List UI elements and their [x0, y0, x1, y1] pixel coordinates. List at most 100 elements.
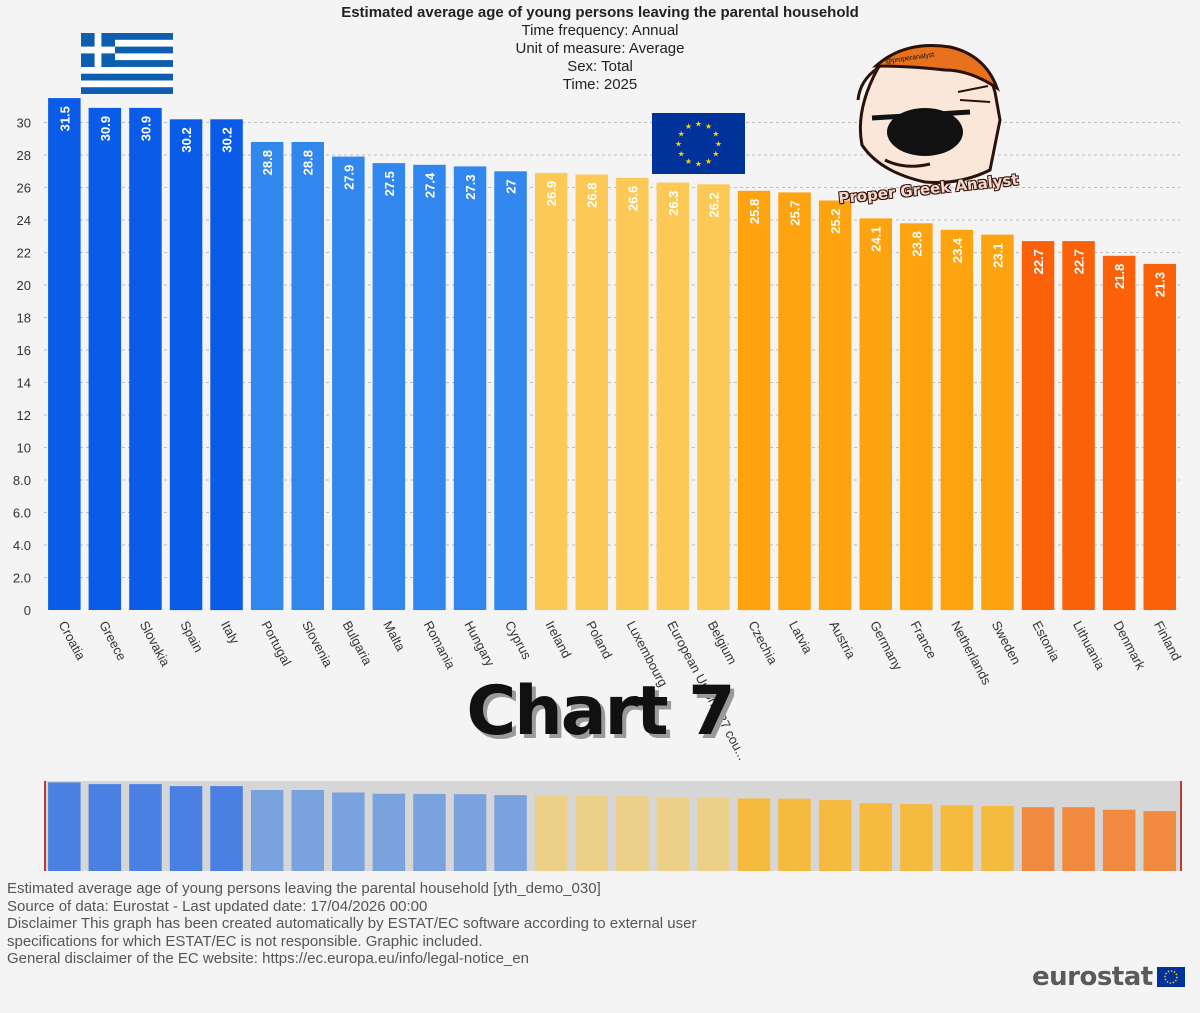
eu-star-icon: ★: [695, 120, 702, 129]
x-category-label: Finland: [1151, 618, 1184, 663]
bar-value-label: 24.1: [869, 226, 884, 251]
eurostat-logo-text: eurostat: [1032, 962, 1153, 992]
navigator-bar: [48, 782, 81, 871]
bar-european-union-27-cou-[interactable]: [656, 182, 690, 610]
bar-value-label: 25.2: [828, 209, 843, 234]
range-navigator[interactable]: [0, 775, 1200, 875]
bar-netherlands[interactable]: [940, 229, 974, 611]
navigator-right-handle[interactable]: [1180, 781, 1182, 871]
bar-estonia[interactable]: [1021, 241, 1055, 610]
bar-finland[interactable]: [1143, 263, 1177, 610]
x-category-label: Latvia: [786, 618, 816, 656]
eu-star-icon: ★: [678, 150, 685, 159]
x-category-label: Czechia: [745, 618, 781, 667]
eurostat-logo[interactable]: eurostat: [1032, 962, 1185, 992]
bar-value-label: 25.8: [747, 199, 762, 224]
y-tick-label: 10: [17, 441, 31, 456]
navigator-bar: [169, 786, 203, 871]
navigator-bar: [737, 798, 771, 871]
bar-value-label: 30.9: [138, 116, 153, 141]
bar-value-label: 23.4: [950, 237, 965, 263]
bar-malta[interactable]: [372, 163, 406, 610]
eu-star-icon: ★: [675, 140, 682, 149]
y-tick-label: 0: [24, 603, 31, 618]
bar-poland[interactable]: [575, 174, 609, 611]
bar-lithuania[interactable]: [1062, 241, 1095, 610]
navigator-bar: [1062, 807, 1095, 871]
bar-croatia[interactable]: [48, 98, 81, 610]
bar-spain[interactable]: [169, 119, 203, 611]
bar-cyprus[interactable]: [494, 171, 527, 611]
bar-value-label: 26.2: [706, 192, 721, 217]
footer-disclaimer-line-1: Disclaimer This graph has been created a…: [7, 915, 697, 932]
bar-greece[interactable]: [88, 107, 122, 611]
y-tick-label: 14: [17, 376, 31, 391]
bar-sweden[interactable]: [981, 234, 1014, 610]
bar-portugal[interactable]: [250, 142, 284, 610]
x-category-label: Denmark: [1110, 618, 1148, 672]
navigator-bar: [575, 795, 608, 871]
bar-czechia[interactable]: [737, 190, 771, 611]
y-tick-label: 2.0: [13, 571, 31, 586]
navigator-left-handle[interactable]: [44, 781, 46, 871]
bar-belgium[interactable]: [697, 184, 730, 611]
bar-luxembourg[interactable]: [616, 177, 649, 611]
x-category-label: Romania: [421, 618, 459, 672]
bar-bulgaria[interactable]: [332, 156, 365, 610]
bar-denmark[interactable]: [1102, 255, 1136, 611]
bar-latvia[interactable]: [778, 192, 811, 610]
x-category-label: Lithuania: [1070, 618, 1108, 672]
x-category-label: Estonia: [1029, 618, 1063, 664]
eu-star-icon: ★: [685, 122, 692, 131]
navigator-bar: [332, 792, 365, 871]
eu-star-icon: ★: [705, 157, 712, 166]
chart-subtitle-frequency: Time frequency: Annual: [521, 22, 679, 39]
bar-romania[interactable]: [413, 164, 446, 611]
bar-value-label: 26.8: [585, 183, 600, 208]
y-tick-label: 30: [17, 116, 31, 131]
navigator-bar: [1143, 811, 1176, 871]
bar-ireland[interactable]: [534, 172, 568, 610]
y-tick-label: 28: [17, 148, 31, 163]
bar-austria[interactable]: [818, 200, 852, 611]
bar-italy[interactable]: [210, 119, 243, 611]
x-category-label: Cyprus: [502, 618, 535, 662]
bar-value-label: 27: [504, 179, 519, 193]
eu-star-icon: ★: [712, 150, 719, 159]
x-category-label: Austria: [826, 618, 859, 661]
x-category-label: Belgium: [705, 618, 740, 667]
bar-slovakia[interactable]: [129, 107, 162, 611]
chart-subtitle-unit: Unit of measure: Average: [515, 40, 685, 57]
bar-value-label: 21.8: [1112, 264, 1127, 289]
bar-value-label: 27.9: [341, 165, 356, 190]
y-tick-label: 8.0: [13, 473, 31, 488]
eu-star-icon: ★: [695, 160, 702, 169]
navigator-bar: [859, 803, 892, 871]
navigator-bar: [940, 805, 974, 871]
bar-value-label: 27.5: [382, 171, 397, 196]
bar-slovenia[interactable]: [291, 142, 325, 610]
y-tick-label: 16: [17, 343, 31, 358]
footer-disclaimer-line-2: specifications for which ESTAT/EC is not…: [7, 932, 483, 950]
x-category-label: Ireland: [542, 618, 574, 660]
navigator-bar: [413, 793, 446, 871]
chart-header: Estimated average age of young persons l…: [0, 4, 1200, 94]
x-category-label: Hungary: [461, 618, 498, 669]
bar-value-label: 26.3: [666, 191, 681, 216]
navigator-bar: [1102, 809, 1136, 871]
bar-value-label: 28.8: [301, 150, 316, 175]
bar-france[interactable]: [900, 223, 933, 611]
navigator-bar: [697, 797, 730, 871]
bar-value-label: 30.2: [220, 127, 235, 152]
navigator-bar: [453, 794, 487, 871]
chart-subtitle-sex: Sex: Total: [567, 58, 633, 75]
bar-germany[interactable]: [859, 218, 893, 610]
x-category-label: Malta: [380, 618, 409, 654]
navigator-bar: [250, 790, 284, 871]
bar-value-labels: 31.5 30.9 30.9 30.2 30.2 28.8 28.8 27.9 27.5 27.4…: [57, 106, 1167, 297]
x-category-label: Poland: [583, 618, 615, 661]
eu-flag: ★★★★★★★★★ ★ ★★: [652, 113, 745, 174]
eu-star-icon: ★: [705, 122, 712, 131]
bar-hungary[interactable]: [453, 166, 487, 610]
navigator-bar: [778, 798, 811, 871]
